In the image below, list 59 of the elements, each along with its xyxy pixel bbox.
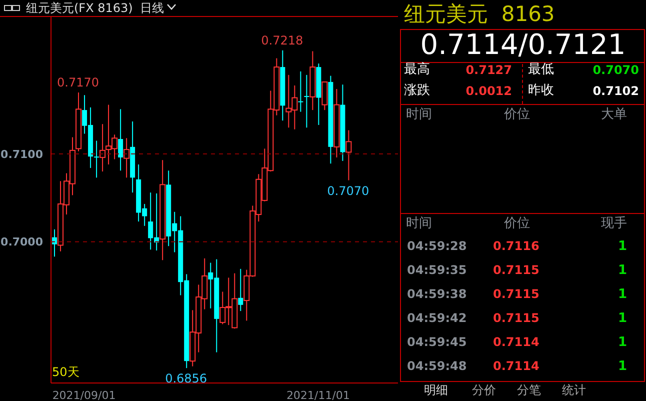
candlestick [238,268,244,312]
text: 分笔 [517,383,541,398]
text: 统计 [562,383,586,398]
candlestick [304,74,310,128]
text: 时间 [406,216,432,232]
candlestick [322,81,328,111]
text: 04:59:28 [407,239,467,254]
text: 现手 [601,216,627,232]
text: 0.7115 [493,287,540,302]
text: 0.7116 [493,239,540,254]
text: 涨跌 [404,83,430,99]
text: 0.7070 [592,63,639,78]
text: 0.7115 [493,263,540,278]
text: 纽元美元 8163 [404,2,555,26]
text: 0.7114/0.7121 [419,28,627,62]
annotation: 0.7218 [261,33,304,48]
x-tick-label: 2021/09/01 [52,388,116,401]
x-tick-label: 2021/11/01 [286,388,350,401]
text: 昨收 [528,83,554,99]
text: 时间 [406,107,432,123]
text: 分价 [472,383,496,398]
annotation: 50天 [52,365,80,380]
chart-subtitle: 日线 [140,0,164,17]
chart-title: 纽元美元(FX 8163) [26,0,133,17]
annotation: 0.7170 [57,75,100,90]
text: 04:59:42 [407,311,467,326]
text: 1 [618,239,627,255]
text: 1 [618,263,627,279]
candlestick [52,228,57,258]
y-tick-label: 0.7000 [0,236,44,249]
text: 大单 [601,107,627,123]
text: 最低 [528,62,554,78]
text: 04:59:48 [407,359,467,374]
text: 明细 [424,383,448,398]
text: 1 [618,287,627,303]
text: 最高 [404,62,430,78]
text: 1 [618,311,627,327]
candlestick [100,124,106,172]
candlestick [346,130,352,181]
text: 04:59:35 [407,263,467,278]
text: 1 [618,359,627,375]
text: 0.7114 [493,359,540,374]
candlestick [124,138,130,178]
text: 价位 [504,107,530,123]
text: 04:59:45 [407,335,467,350]
candlestick [94,140,100,178]
annotation: 0.6856 [165,372,208,386]
text: 1 [618,335,627,351]
text: 0.0012 [466,84,512,99]
text: 04:59:38 [407,287,467,302]
candlestick [118,108,124,172]
candlestick [298,70,304,112]
text: 价位 [504,216,530,232]
text: 0.7102 [592,84,639,99]
text: 0.7127 [466,63,512,78]
text: 0.7115 [493,311,540,326]
y-tick-label: 0.7100 [0,148,44,161]
text: 0.7114 [493,335,540,350]
annotation: 0.7070 [327,184,370,198]
